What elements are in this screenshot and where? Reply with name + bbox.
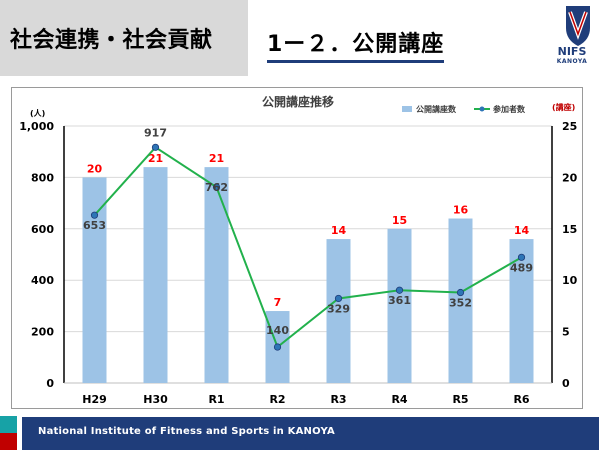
chart-frame: 公開講座推移 (人) (講座) 0 200 400 600 800 1,000 0 5 10 15 20 2… [11,87,583,409]
x-tick-label: R4 [391,393,407,406]
footer-text: National Institute of Fitness and Sports… [38,426,335,437]
line-point [151,143,160,151]
university-logo-icon [566,6,590,46]
x-tick-label: H30 [143,393,168,406]
y-tick-label-left: 400 [31,274,54,287]
line-value-label: 917 [144,126,167,139]
bar-value-label: 7 [274,296,282,309]
x-tick-label: R6 [513,393,529,406]
line-value-label: 329 [327,302,350,315]
line-value-label: 361 [388,294,411,307]
x-tick-label: R3 [330,393,346,406]
y-tick-label-right: 0 [562,377,570,390]
y-axis-right-unit: (講座) [552,102,575,112]
logo-text: NIFS [557,45,587,58]
bar [448,218,473,383]
line-point [90,211,99,219]
bar-value-label: 14 [514,224,530,237]
legend-bar-swatch [402,106,412,112]
bar-value-label: 14 [331,224,347,237]
x-tick-label: R2 [269,393,285,406]
line-point [212,183,221,191]
line-point [273,343,282,351]
series-line [93,146,522,349]
legend-line-label: 参加者数 [492,104,526,114]
chart-svg: 公開講座推移 (人) (講座) 0 200 400 600 800 1,000 0 5 10 15 20 2… [19,94,578,406]
bar-value-label: 15 [392,214,407,227]
line-point [517,253,526,261]
y-tick-label-left: 0 [46,377,54,390]
y-tick-label-right: 25 [562,120,577,133]
bar [82,177,107,383]
y-tick-label-right: 15 [562,223,577,236]
bar-value-label: 20 [87,162,103,175]
line-value-label: 352 [449,297,472,310]
legend-bar-label: 公開講座数 [416,104,457,114]
bar [204,167,229,383]
page-title: 1ー２．公開講座 [267,26,445,63]
line-value-label: 762 [205,181,228,194]
y-tick-label-left: 1,000 [19,120,54,133]
bar [326,239,351,383]
legend-line-marker [479,106,485,112]
y-axis-left-unit: (人) [30,108,45,118]
y-tick-label-right: 5 [562,326,570,339]
line-point [456,288,465,297]
y-tick-label-right: 20 [562,171,578,184]
line-value-label: 653 [83,219,106,232]
bar-value-label: 21 [209,152,224,165]
y-tick-label-left: 600 [31,223,54,236]
line-point [395,286,404,294]
bar-value-label: 16 [453,204,469,217]
bar [143,167,168,383]
x-tick-label: H29 [82,393,107,406]
x-tick-label: R1 [208,393,224,406]
line-value-label: 140 [266,324,289,337]
logo-subtext: KANOYA [556,58,588,65]
y-tick-label-right: 10 [562,274,578,287]
section-title-box: 社会連携・社会貢献 [0,0,248,76]
bar [387,228,412,383]
chart-title: 公開講座推移 [262,94,334,109]
bar-value-label: 21 [148,152,163,165]
x-tick-label: R5 [452,393,468,406]
y-tick-label-left: 800 [31,171,54,184]
line-point [334,294,343,303]
section-title: 社会連携・社会貢献 [10,28,213,53]
accent-square-teal [0,416,17,433]
accent-square-red [0,433,17,450]
footer-bar [22,417,599,450]
y-tick-label-left: 200 [31,326,54,339]
line-value-label: 489 [510,261,533,274]
